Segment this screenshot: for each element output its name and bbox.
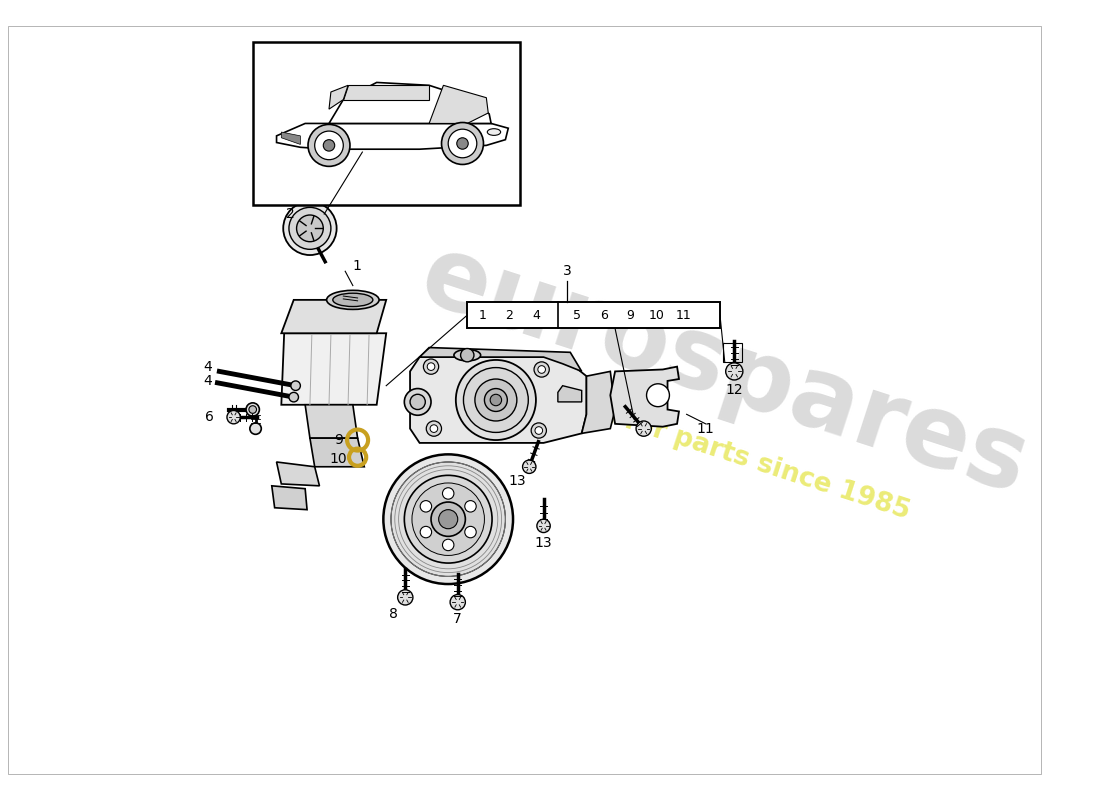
Text: 2: 2 <box>286 207 295 221</box>
Text: 11: 11 <box>675 309 692 322</box>
Circle shape <box>537 519 550 533</box>
Circle shape <box>384 454 513 584</box>
Circle shape <box>475 379 517 421</box>
Circle shape <box>308 125 350 166</box>
Text: 10: 10 <box>330 452 348 466</box>
Circle shape <box>442 539 454 550</box>
Polygon shape <box>276 123 508 150</box>
Circle shape <box>412 483 484 555</box>
Circle shape <box>390 462 505 577</box>
Bar <box>253 42 519 205</box>
Circle shape <box>534 362 549 377</box>
Text: 8: 8 <box>389 606 398 621</box>
Text: 12: 12 <box>726 383 744 398</box>
Text: 6: 6 <box>600 309 607 322</box>
Polygon shape <box>410 357 586 443</box>
Text: 1: 1 <box>352 259 361 274</box>
Polygon shape <box>558 386 582 402</box>
Circle shape <box>410 394 426 410</box>
Circle shape <box>405 389 431 415</box>
Text: 4: 4 <box>204 360 212 374</box>
Polygon shape <box>610 366 679 426</box>
Polygon shape <box>429 86 488 123</box>
Circle shape <box>427 421 441 436</box>
Text: 1: 1 <box>478 309 486 322</box>
Ellipse shape <box>487 129 500 135</box>
Circle shape <box>420 501 431 512</box>
Polygon shape <box>343 86 429 100</box>
Polygon shape <box>305 405 358 438</box>
Polygon shape <box>282 334 386 405</box>
Circle shape <box>491 394 502 406</box>
Circle shape <box>441 122 484 165</box>
Circle shape <box>465 526 476 538</box>
Circle shape <box>297 215 323 242</box>
Circle shape <box>531 423 547 438</box>
Circle shape <box>431 502 465 536</box>
Text: eurospares: eurospares <box>409 227 1041 515</box>
Circle shape <box>323 140 334 151</box>
Ellipse shape <box>454 350 481 361</box>
Text: 2: 2 <box>505 309 514 322</box>
Bar <box>468 302 720 329</box>
Bar <box>723 342 741 362</box>
Circle shape <box>538 366 546 374</box>
Circle shape <box>456 138 469 150</box>
Circle shape <box>289 207 331 250</box>
Polygon shape <box>419 347 582 371</box>
Circle shape <box>424 359 439 374</box>
Circle shape <box>246 403 260 416</box>
Text: 5: 5 <box>573 309 581 322</box>
Polygon shape <box>282 132 300 145</box>
Ellipse shape <box>327 290 380 310</box>
Text: 11: 11 <box>696 422 715 436</box>
Text: 9: 9 <box>626 309 635 322</box>
Ellipse shape <box>333 293 373 306</box>
Circle shape <box>535 426 542 434</box>
Circle shape <box>405 475 492 563</box>
Circle shape <box>463 367 528 433</box>
Polygon shape <box>310 438 364 466</box>
Text: 4: 4 <box>204 374 212 388</box>
Text: a passion for parts since 1985: a passion for parts since 1985 <box>478 361 914 525</box>
Circle shape <box>420 526 431 538</box>
Circle shape <box>450 594 465 610</box>
Circle shape <box>461 349 474 362</box>
Text: 10: 10 <box>649 309 666 322</box>
Polygon shape <box>329 86 348 109</box>
Circle shape <box>227 410 240 424</box>
Polygon shape <box>272 486 307 510</box>
Circle shape <box>439 510 458 529</box>
Circle shape <box>442 488 454 499</box>
Polygon shape <box>276 462 319 486</box>
Circle shape <box>289 392 298 402</box>
Circle shape <box>465 501 476 512</box>
Text: 3: 3 <box>563 264 572 278</box>
Polygon shape <box>582 371 615 434</box>
Circle shape <box>290 381 300 390</box>
Circle shape <box>522 460 536 474</box>
Polygon shape <box>282 300 386 334</box>
Text: 7: 7 <box>453 612 462 626</box>
Circle shape <box>647 384 670 406</box>
Text: 9: 9 <box>334 433 343 447</box>
Circle shape <box>484 389 507 411</box>
Text: 13: 13 <box>508 474 526 488</box>
Circle shape <box>250 423 262 434</box>
Circle shape <box>427 363 434 370</box>
Circle shape <box>448 129 476 158</box>
Circle shape <box>726 363 742 380</box>
Text: 6: 6 <box>206 410 214 424</box>
Polygon shape <box>329 82 491 123</box>
Circle shape <box>283 202 337 255</box>
Text: 13: 13 <box>535 536 552 550</box>
Text: 4: 4 <box>532 309 540 322</box>
Circle shape <box>315 131 343 160</box>
Circle shape <box>636 421 651 436</box>
Circle shape <box>249 406 256 414</box>
Circle shape <box>398 590 412 605</box>
Circle shape <box>455 360 536 440</box>
Circle shape <box>430 425 438 433</box>
